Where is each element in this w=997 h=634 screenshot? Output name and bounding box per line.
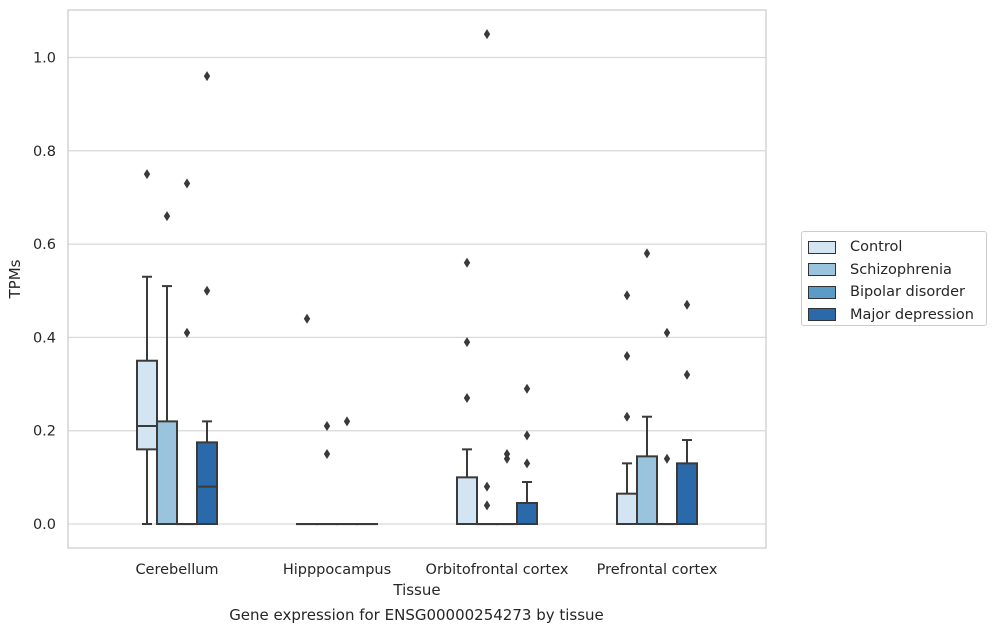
box-major-depression	[676, 299, 698, 526]
box-series	[136, 29, 698, 526]
box-schizophrenia	[316, 421, 338, 526]
box-body	[676, 462, 698, 526]
outlier-point	[143, 169, 151, 180]
legend-label: Schizophrenia	[850, 261, 952, 278]
legend-label: Major depression	[850, 306, 974, 323]
outlier-point	[523, 458, 531, 469]
box-control	[616, 290, 638, 525]
legend-item-schizophrenia: Schizophrenia	[808, 259, 986, 282]
box-body	[636, 455, 658, 526]
outlier-point	[323, 421, 331, 432]
outlier-point	[623, 411, 631, 422]
legend-item-bipolar-disorder: Bipolar disorder	[808, 281, 986, 304]
y-axis-label: TPMs	[6, 259, 24, 299]
box-body	[196, 441, 218, 525]
y-tick-label: 0.8	[33, 144, 56, 160]
legend-swatch-bipolar-disorder	[808, 285, 836, 299]
x-tick-label: Cerebellum	[135, 562, 218, 578]
box-control	[136, 169, 158, 525]
box-control	[456, 257, 478, 526]
outlier-point	[163, 211, 171, 222]
outlier-point	[663, 327, 671, 338]
x-tick-labels: Cerebellum Hipppocampus Orbitofrontal cort…	[135, 562, 717, 578]
legend-swatch-major-depression	[808, 308, 836, 322]
outlier-point	[463, 393, 471, 404]
box-major-depression	[196, 71, 218, 525]
x-tick-label: Prefrontal cortex	[597, 562, 718, 578]
y-tick-labels: 0.0 0.2 0.4 0.6 0.8 1.0	[33, 51, 56, 534]
outlier-point	[203, 285, 211, 296]
box-major-depression	[516, 383, 538, 526]
outlier-point	[523, 430, 531, 441]
box-bipolar-disorder	[336, 416, 358, 526]
outlier-point	[463, 257, 471, 268]
outlier-point	[663, 453, 671, 464]
outlier-point	[483, 29, 491, 40]
outlier-point	[683, 299, 691, 310]
box-bipolar-disorder	[496, 449, 518, 526]
outlier-point	[183, 178, 191, 189]
x-tick-label: Hipppocampus	[283, 562, 391, 578]
outlier-point	[623, 351, 631, 362]
box-body	[516, 502, 538, 526]
outlier-point	[523, 383, 531, 394]
outlier-point	[463, 337, 471, 348]
x-axis-label: Tissue	[392, 581, 440, 599]
x-tick-label: Orbitofrontal cortex	[426, 562, 569, 578]
legend-item-major-depression: Major depression	[808, 304, 986, 327]
outlier-point	[303, 313, 311, 324]
outlier-point	[343, 416, 351, 427]
y-tick-label: 0.2	[33, 424, 56, 440]
box-body	[456, 476, 478, 526]
legend-label: Control	[850, 239, 903, 256]
box-bipolar-disorder	[176, 178, 198, 526]
outlier-point	[183, 327, 191, 338]
legend-swatch-control	[808, 240, 836, 254]
box-body	[136, 359, 158, 451]
outlier-point	[643, 248, 651, 259]
box-body	[156, 420, 178, 525]
y-tick-label: 1.0	[33, 51, 56, 67]
box-body	[616, 492, 638, 525]
outlier-point	[503, 449, 511, 460]
y-tick-label: 0.6	[33, 237, 56, 253]
outlier-point	[483, 500, 491, 511]
legend-swatch-schizophrenia	[808, 263, 836, 277]
figure-caption: Gene expression for ENSG00000254273 by t…	[229, 606, 604, 624]
outlier-point	[623, 290, 631, 301]
y-tick-label: 0.0	[33, 517, 56, 533]
box-bipolar-disorder	[656, 327, 678, 526]
outlier-point	[683, 369, 691, 380]
legend-label: Bipolar disorder	[850, 284, 965, 301]
box-schizophrenia	[156, 211, 178, 525]
box-schizophrenia	[476, 29, 498, 526]
outlier-point	[323, 449, 331, 460]
legend-item-control: Control	[808, 236, 986, 259]
outlier-point	[203, 71, 211, 82]
plot-frame	[67, 9, 767, 549]
box-control	[296, 313, 318, 526]
y-tick-label: 0.4	[33, 330, 56, 346]
legend: Control Schizophrenia Bipolar disorder M…	[801, 231, 987, 326]
outlier-point	[483, 481, 491, 492]
box-schizophrenia	[636, 248, 658, 526]
